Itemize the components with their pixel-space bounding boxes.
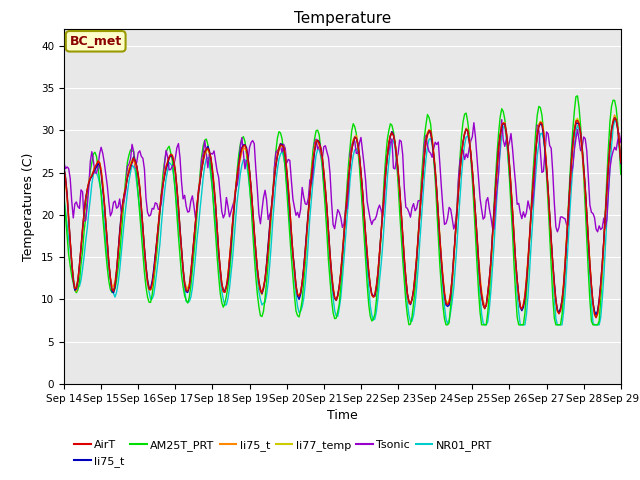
X-axis label: Time: Time (327, 409, 358, 422)
Title: Temperature: Temperature (294, 11, 391, 26)
Y-axis label: Temperatures (C): Temperatures (C) (22, 152, 35, 261)
Legend: AirT, li75_t, AM25T_PRT, li75_t, li77_temp, Tsonic, NR01_PRT: AirT, li75_t, AM25T_PRT, li75_t, li77_te… (70, 436, 497, 471)
Text: BC_met: BC_met (70, 35, 122, 48)
